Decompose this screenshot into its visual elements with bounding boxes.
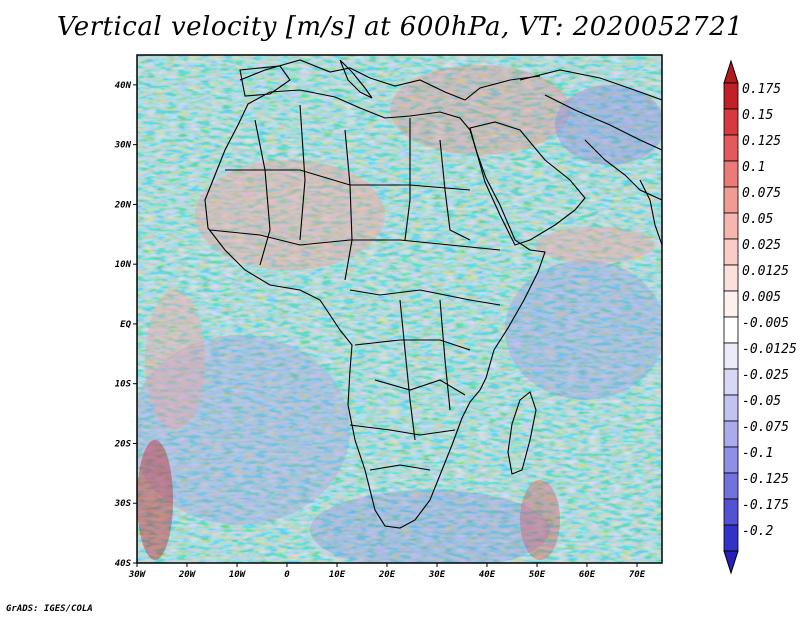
colorbar-swatch [723,238,739,266]
lat-tick-label: EQ [120,320,131,330]
europe-coastline [239,59,541,101]
latitude-axis: 40N 30N 20N 10N EQ 10S 20S 30S 40S [114,81,137,569]
africa-coastline [204,89,546,529]
colorbar: 0.175 0.15 0.125 0.1 0.075 0.05 0.025 0.0125 0.0… [723,59,797,575]
lon-tick-label: 30E [428,570,446,580]
lon-tick-label: 40E [479,570,496,580]
colorbar-swatch [723,82,739,110]
colorbar-label: 0.025 [742,238,781,253]
colorbar-swatch [723,186,739,214]
colorbar-label: 0.1 [742,160,765,175]
colorbar-label: 0.005 [742,290,781,305]
colorbar-swatch [723,212,739,240]
colorbar-swatch [723,290,739,318]
coastlines [204,59,662,529]
colorbar-top-arrow [723,59,739,84]
lon-tick-label: 0 [284,570,290,580]
colorbar-label: 0.05 [742,212,773,227]
lon-tick-label: 70E [629,570,646,580]
madagascar-coastline [507,391,537,475]
colorbar-label: 0.075 [742,186,781,201]
lon-tick-label: 10W [229,570,247,580]
figure-title: Vertical velocity [m/s] at 600hPa, VT: 2… [56,12,744,42]
lat-tick-label: 30S [114,499,132,509]
colorbar-swatch [723,524,739,552]
footer-credit: GrADS: IGES/COLA [6,604,93,614]
colorbar-label: -0.005 [742,316,789,331]
colorbar-swatch [723,264,739,292]
colorbar-label: -0.075 [742,420,789,435]
colorbar-swatch [723,498,739,526]
colorbar-swatch [723,446,739,474]
colorbar-swatch [723,394,739,422]
colorbar-label: -0.025 [742,368,789,383]
colorbar-swatch [723,368,739,396]
lat-tick-label: 10N [115,260,132,270]
colorbar-label: -0.175 [742,498,789,513]
colorbar-swatch [723,316,739,344]
colorbar-label: 0.15 [742,108,773,123]
lat-tick-label: 10S [115,380,132,390]
colorbar-swatch [723,134,739,162]
colorbar-label: -0.2 [742,524,773,539]
lon-tick-label: 20W [178,570,197,580]
lat-tick-label: 40N [115,81,132,91]
colorbar-label: -0.1 [742,446,773,461]
lon-tick-label: 20E [378,570,396,580]
longitude-axis: 30W 20W 10W 0 10E 20E 30E 40E 50E 60E 70E [128,563,646,580]
lat-tick-label: 20N [114,200,132,210]
lon-tick-label: 50E [529,570,546,580]
colorbar-label: -0.125 [742,472,789,487]
colorbar-label: 0.0125 [742,264,789,279]
iran-coastline [519,69,662,101]
colorbar-label: 0.175 [742,82,781,97]
lon-tick-label: 60E [579,570,596,580]
iberia-coastline [239,65,291,97]
lon-tick-label: 30W [128,570,147,580]
colorbar-swatch [723,420,739,448]
colorbar-label: -0.05 [742,394,781,409]
colorbar-label: 0.125 [742,134,781,149]
colorbar-bottom-arrow [723,550,739,575]
colorbar-swatch [723,472,739,500]
colorbar-swatch [723,342,739,370]
arabia-coastline [469,121,586,246]
map-frame [136,54,663,564]
lon-tick-label: 10E [329,570,346,580]
lat-tick-label: 40S [115,559,132,569]
lat-tick-label: 30N [114,141,132,151]
colorbar-swatch [723,108,739,136]
velocity-field-texture [137,55,662,563]
india-coastline [639,179,662,246]
colorbar-label: -0.0125 [742,342,797,357]
lat-tick-label: 20S [114,439,132,449]
colorbar-swatch [723,160,739,188]
